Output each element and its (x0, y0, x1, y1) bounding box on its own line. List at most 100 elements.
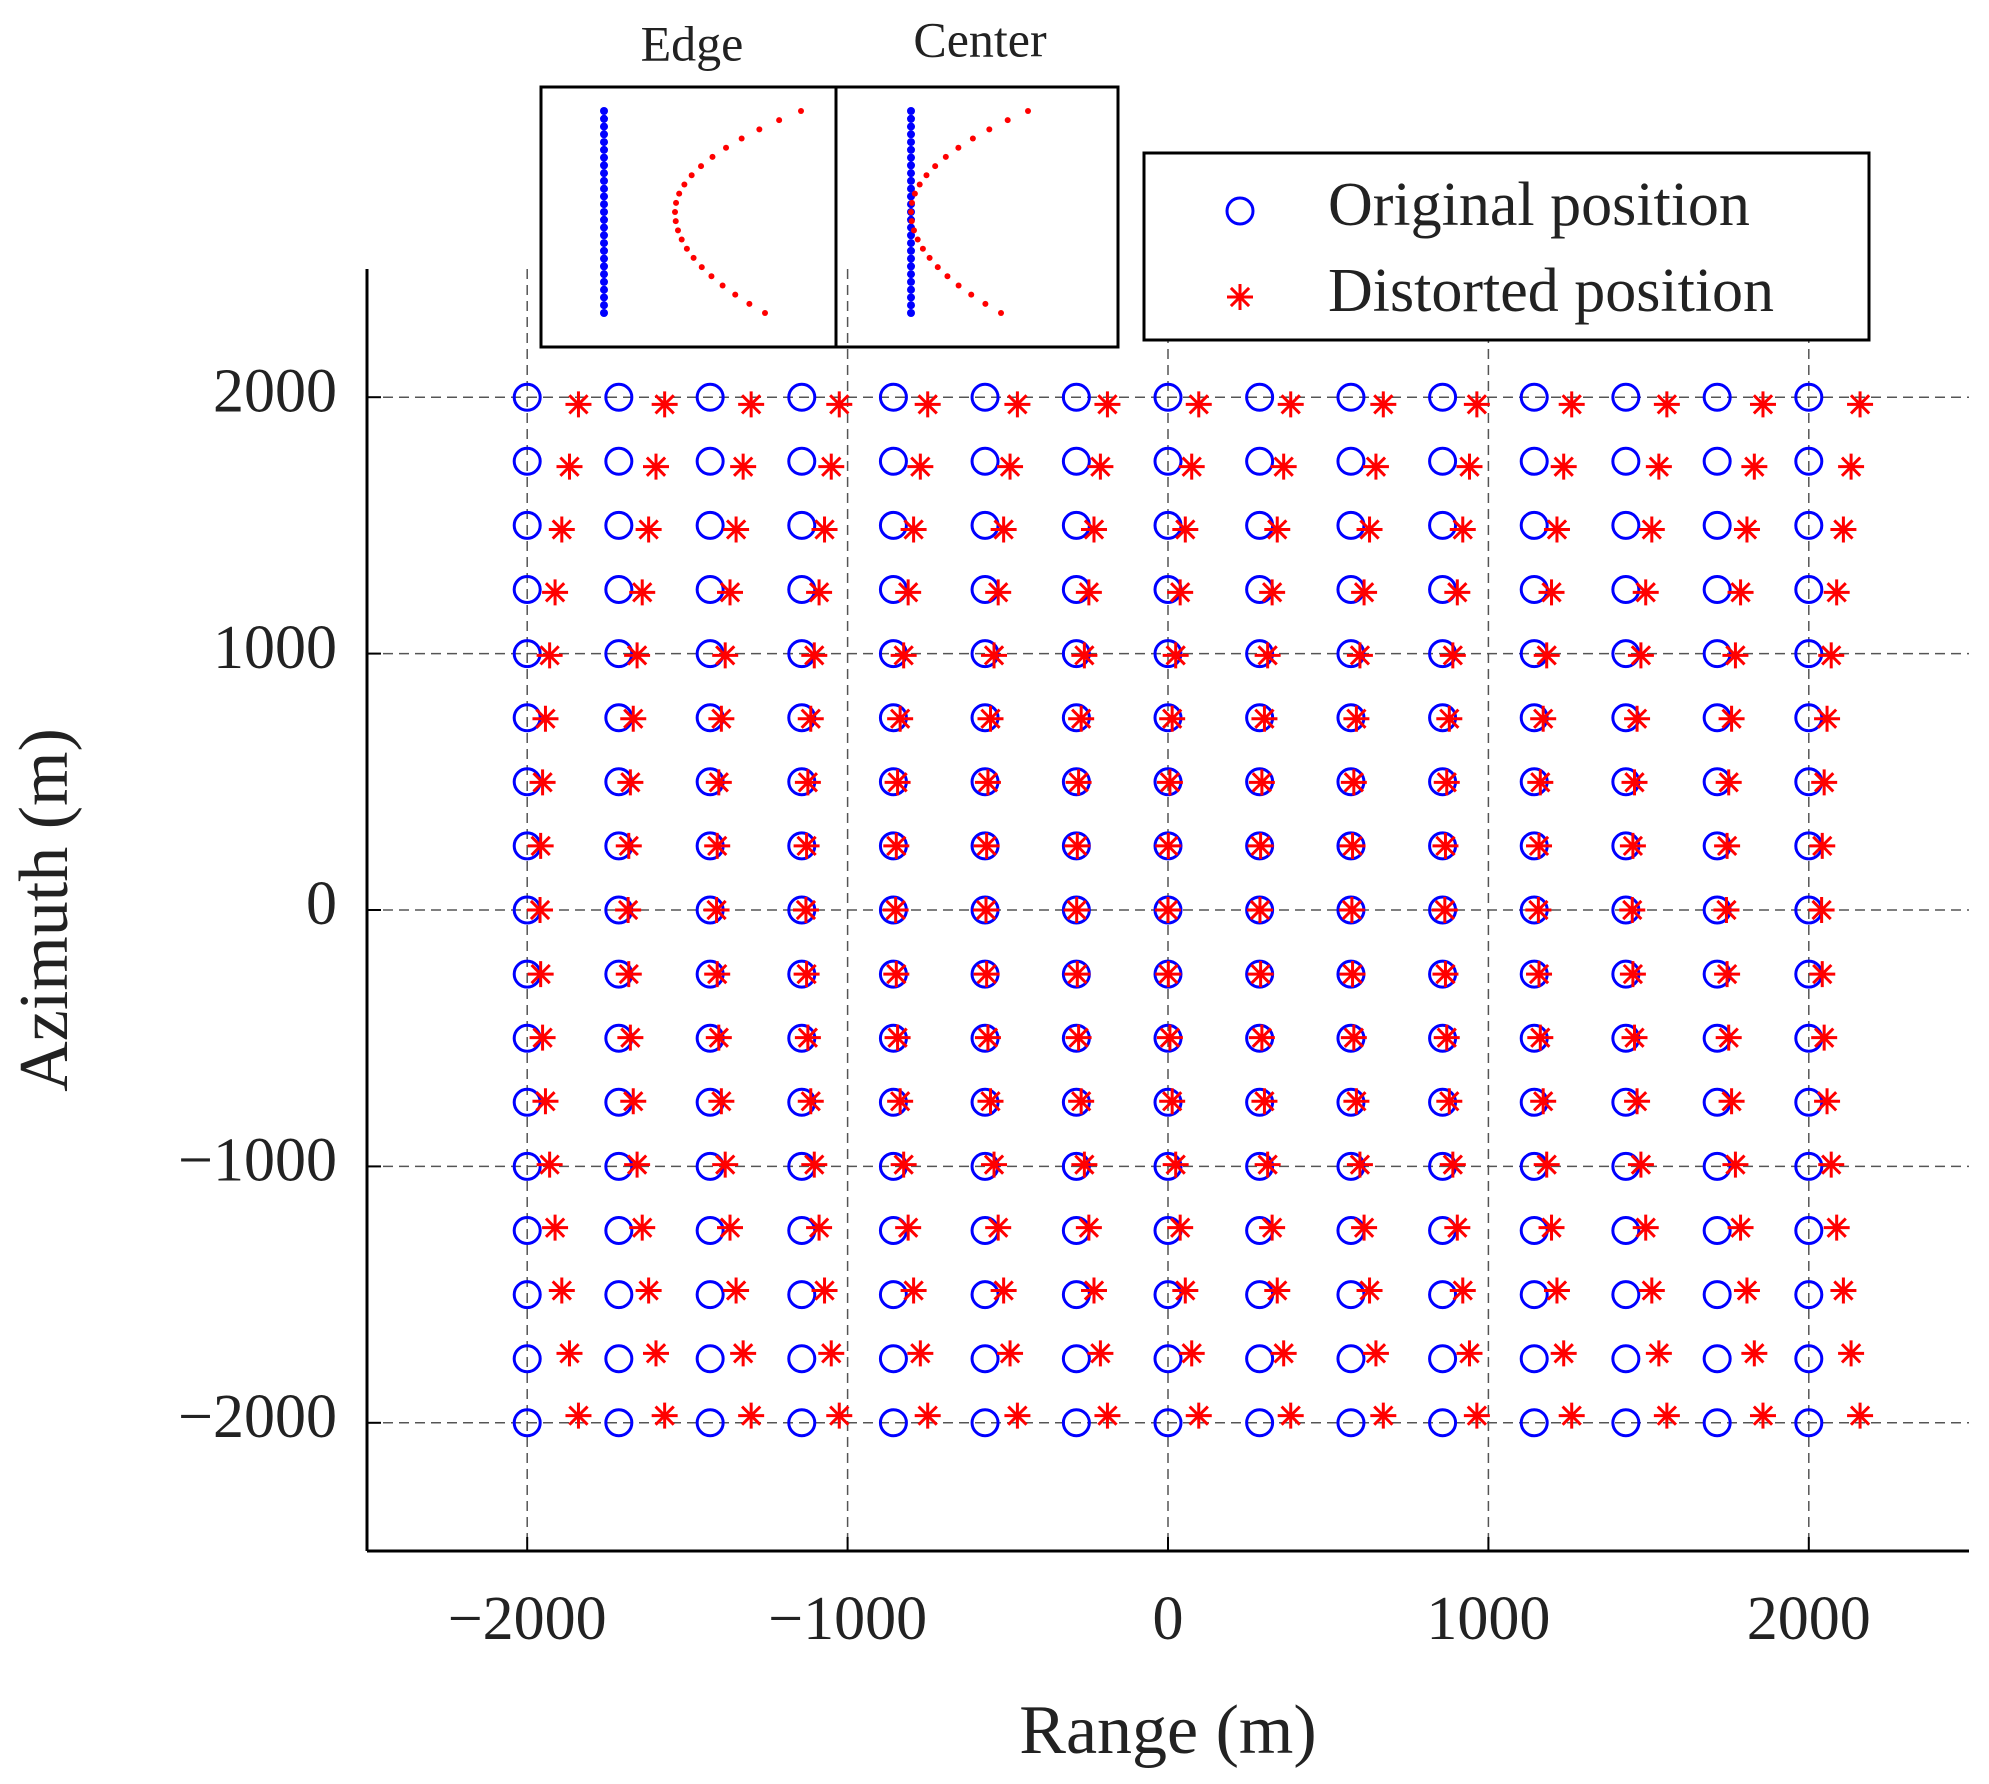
circle-marker (1153, 1151, 1183, 1181)
star-marker (1339, 832, 1366, 859)
star-marker (1621, 769, 1648, 796)
star-marker (1270, 1340, 1297, 1367)
circle-marker (604, 382, 634, 412)
circle-marker (878, 382, 908, 412)
circle-marker (1153, 446, 1183, 476)
inset-dot (600, 223, 608, 232)
star-marker (1351, 579, 1378, 606)
circle-marker (1245, 1151, 1275, 1181)
circle-marker (604, 1280, 634, 1310)
star-marker (1172, 1277, 1199, 1304)
inset-dot (907, 176, 915, 185)
star-marker (703, 897, 730, 923)
star-marker (818, 1340, 845, 1367)
circle-marker (1336, 510, 1366, 540)
star-marker (1619, 961, 1646, 988)
star-marker (705, 769, 732, 796)
inset-dot (600, 254, 608, 263)
star-marker (1433, 769, 1460, 796)
inset-dot (600, 246, 608, 255)
star-marker (973, 897, 1000, 923)
star-marker (1277, 391, 1304, 418)
star-marker (1343, 1088, 1370, 1115)
circle-marker (1519, 510, 1549, 540)
star-marker (1809, 961, 1836, 988)
inset-dot (762, 310, 768, 316)
star-marker (1838, 1340, 1865, 1367)
star-marker (1814, 705, 1841, 732)
inset-dot (600, 301, 608, 310)
star-marker (1338, 897, 1365, 923)
circle-marker (878, 446, 908, 476)
star-marker (1558, 1402, 1585, 1429)
star-marker (1808, 897, 1835, 923)
inset-dot (907, 293, 915, 302)
inset-dot (1025, 108, 1031, 114)
star-marker (1718, 1088, 1745, 1115)
star-marker (1264, 1277, 1291, 1304)
star-marker (1094, 391, 1121, 418)
circle-marker (1061, 639, 1091, 669)
inset-dot (719, 282, 726, 289)
y-tick-label: 2000 (213, 357, 337, 425)
circle-marker (787, 1408, 817, 1438)
y-axis-label: Azimuth (m) (6, 728, 83, 1092)
inset-dot (923, 172, 930, 179)
circle-marker (512, 510, 542, 540)
inset-dot (600, 114, 608, 123)
circle-marker (1519, 382, 1549, 412)
inset-dot (955, 282, 962, 289)
star-marker (1246, 897, 1273, 923)
star-marker (1227, 284, 1253, 310)
circle-marker (787, 1280, 817, 1310)
star-marker (1346, 642, 1373, 669)
circle-marker (1336, 1408, 1366, 1438)
legend-label: Distorted position (1328, 257, 1774, 325)
circle-marker (1611, 1408, 1641, 1438)
star-marker (1823, 579, 1850, 606)
circle-marker (1794, 1151, 1824, 1181)
star-marker (1722, 642, 1749, 669)
star-marker (620, 1088, 647, 1115)
inset-dot (907, 107, 915, 115)
star-marker (1449, 1277, 1476, 1304)
star-marker (806, 1214, 833, 1241)
star-marker (1749, 391, 1776, 418)
circle-marker (878, 1344, 908, 1374)
inset-dot (600, 239, 608, 248)
star-marker (1436, 705, 1463, 732)
star-marker (1632, 579, 1659, 606)
star-marker (974, 769, 1001, 796)
star-marker (794, 769, 821, 796)
circle-marker (878, 1280, 908, 1310)
circle-marker (1336, 639, 1366, 669)
circle-marker (787, 510, 817, 540)
star-marker (1823, 1214, 1850, 1241)
circle-marker (1519, 446, 1549, 476)
star-marker (1714, 832, 1741, 859)
star-marker (1343, 705, 1370, 732)
circle-marker (1428, 510, 1458, 540)
inset-dot (776, 117, 783, 124)
circle-marker (1061, 1280, 1091, 1310)
inset-dot (907, 246, 915, 255)
star-marker (895, 1214, 922, 1241)
inset-dot (600, 153, 608, 162)
star-marker (527, 897, 554, 923)
star-marker (617, 769, 644, 796)
star-marker (1063, 897, 1090, 923)
star-marker (1456, 1340, 1483, 1367)
circle-marker (970, 1408, 1000, 1438)
star-marker (536, 642, 563, 669)
star-marker (792, 897, 819, 923)
star-marker (527, 961, 554, 988)
star-marker (1159, 1088, 1186, 1115)
star-marker (1722, 1151, 1749, 1178)
star-marker (1436, 1088, 1463, 1115)
star-marker (797, 1088, 824, 1115)
star-marker (532, 705, 559, 732)
circle-marker (878, 510, 908, 540)
star-marker (1463, 1402, 1490, 1429)
inset-label: Center (913, 11, 1047, 67)
